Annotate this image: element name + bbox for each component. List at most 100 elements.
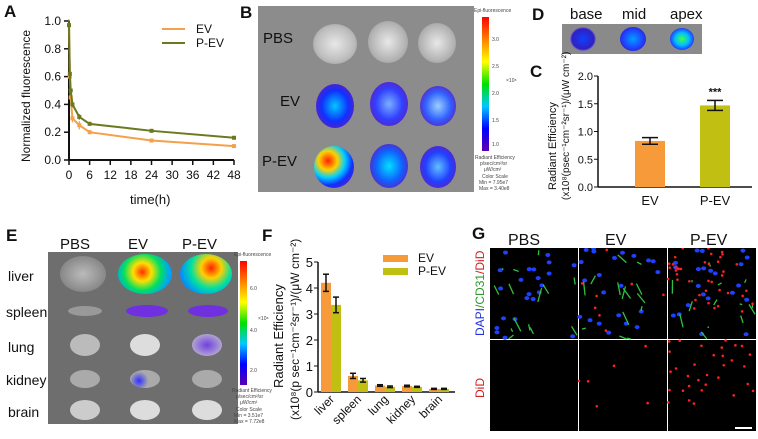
dapi-nucleus <box>570 334 576 339</box>
f-y-tick-label: 1 <box>306 359 313 374</box>
dapi-nucleus <box>591 249 597 254</box>
dapi-nucleus <box>606 330 612 335</box>
did-signal <box>580 282 584 285</box>
did-signal <box>716 260 720 264</box>
did-signal <box>717 376 720 379</box>
dapi-nucleus <box>743 332 749 337</box>
f-bar-spleen-ev <box>348 375 358 392</box>
label-base: base <box>570 6 603 23</box>
heart-pev-3 <box>420 146 456 188</box>
colorbar-b-tick: 1.0 <box>492 142 499 148</box>
col-label-pev: P-EV <box>182 236 218 253</box>
dapi-nucleus <box>670 313 676 318</box>
dapi-nucleus <box>526 292 532 297</box>
cd31-vessel <box>707 326 710 329</box>
cd31-vessel <box>508 283 515 295</box>
cd31-vessel <box>527 324 531 331</box>
dapi-nucleus <box>701 266 707 271</box>
a-legend-label: P-EV <box>196 36 224 50</box>
did-signal <box>598 314 601 317</box>
cd31-vessel <box>571 325 578 336</box>
cd31-vessel <box>581 327 586 330</box>
a-y-tick-label: 0.8 <box>44 42 61 56</box>
cd31-vessel <box>700 331 708 340</box>
colorbar-e-panel: Epi-fluorescence 6.0 4.0 2.0 ×10⁸ Radian… <box>232 252 272 432</box>
colorbar-b-tick: 3.0 <box>492 37 499 43</box>
f-y-tick-label: 5 <box>306 255 313 270</box>
colorbar-b-tick: 1.5 <box>492 118 499 124</box>
heart-pev-1 <box>314 146 354 188</box>
dapi-nucleus <box>618 283 624 288</box>
spleen-ev <box>126 305 168 317</box>
colorbar-b-min: Min = 7.95e7 <box>479 180 509 186</box>
colorbar-b-tick: 2.5 <box>492 64 499 70</box>
did-signal <box>681 248 685 250</box>
f-bar-lung-ev <box>375 385 385 392</box>
did-signal <box>710 280 714 284</box>
did-signal <box>667 340 671 343</box>
dapi-nucleus <box>539 283 545 288</box>
liver-ev <box>118 254 172 294</box>
did-signal <box>705 373 709 377</box>
dapi-nucleus <box>498 286 504 291</box>
did-signal <box>741 294 744 298</box>
dapi-nucleus <box>526 267 532 272</box>
heart-pev-2 <box>370 144 408 188</box>
cd31-vessel <box>590 275 596 285</box>
a-point <box>87 130 92 135</box>
did-signal <box>694 298 697 302</box>
row-label-pev: P-EV <box>262 153 298 170</box>
cd31-vessel <box>635 283 643 295</box>
dapi-nucleus <box>650 259 656 264</box>
f-y-tick-label: 0 <box>306 385 313 400</box>
colorbar-b-unit: Radiant Efficiency <box>475 155 515 161</box>
did-signal <box>751 302 754 305</box>
f-x-tick-label: kidney <box>384 392 418 426</box>
cd31-vessel <box>740 315 744 324</box>
lung-pbs <box>70 334 100 356</box>
dapi-nucleus <box>694 248 700 253</box>
did-signal <box>605 248 609 252</box>
dapi-nucleus <box>578 260 584 265</box>
dapi-nucleus <box>545 252 551 257</box>
cd31-vessel <box>493 285 500 295</box>
dapi-nucleus <box>619 250 625 255</box>
lung-ev <box>130 334 160 356</box>
cd31-vessel <box>582 281 586 296</box>
dapi-nucleus <box>638 309 644 314</box>
liver-pev <box>180 254 232 294</box>
colorbar-e-unit: μW/cm² <box>240 400 258 406</box>
dapi-nucleus <box>744 255 750 260</box>
did-signal <box>697 378 700 382</box>
dapi-nucleus <box>571 263 577 268</box>
did-signal <box>646 401 649 405</box>
f-bar-kidney-ev <box>402 386 412 392</box>
did-signal <box>662 293 665 297</box>
dapi-nucleus <box>740 248 746 253</box>
colorbar-e-tick: 4.0 <box>250 328 257 334</box>
dapi-nucleus <box>494 325 500 330</box>
did-signal <box>721 253 724 256</box>
dapi-nucleus <box>700 292 706 297</box>
heart-pbs-3 <box>418 23 456 63</box>
f-bar-liver-ev <box>321 282 331 392</box>
a-x-tick-label: 6 <box>86 168 93 182</box>
colorbar-b-title: Epi-fluorescence <box>474 8 512 14</box>
did-signal <box>666 277 670 281</box>
organ-label-kidney: kidney <box>6 372 47 388</box>
dapi-nucleus <box>646 258 652 263</box>
dapi-nucleus <box>744 297 750 302</box>
did-signal <box>593 306 597 310</box>
label-mid: mid <box>622 6 647 23</box>
col-label-pbs: PBS <box>60 236 91 253</box>
colorbar-b-scale: Color Scale <box>482 174 508 180</box>
dapi-nucleus <box>535 276 541 281</box>
dapi-nucleus <box>497 268 503 273</box>
did-signal <box>671 263 675 266</box>
c-y-tick-label: 0.0 <box>578 182 593 194</box>
dapi-nucleus <box>712 271 718 276</box>
dapi-nucleus <box>699 248 705 253</box>
did-signal <box>693 363 696 366</box>
did-signal <box>692 402 696 405</box>
